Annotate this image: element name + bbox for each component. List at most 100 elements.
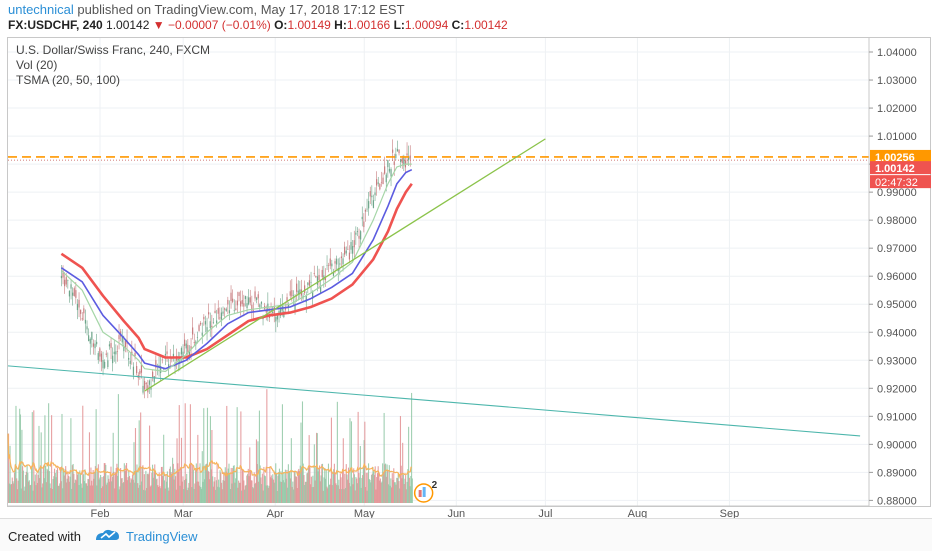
volume-bar xyxy=(260,477,262,503)
candle-body xyxy=(336,258,338,265)
volume-bar xyxy=(265,485,267,503)
candle-body xyxy=(347,249,349,250)
volume-bar xyxy=(310,476,312,503)
volume-bar xyxy=(411,392,413,503)
candle-body xyxy=(209,321,211,329)
candle-body xyxy=(99,348,101,357)
volume-bar xyxy=(175,489,177,503)
volume-bar xyxy=(181,481,183,503)
volume-bar xyxy=(407,469,409,503)
volume-bar xyxy=(344,473,346,503)
uptrend-line xyxy=(144,138,546,392)
volume-bar xyxy=(154,470,157,503)
volume-bar xyxy=(75,480,77,503)
volume-bar xyxy=(411,478,413,503)
price-axis[interactable]: 1.040001.030001.020001.010001.000000.990… xyxy=(868,38,917,507)
volume-bar xyxy=(122,483,124,503)
volume-bar xyxy=(318,467,320,503)
candle-body xyxy=(81,318,83,320)
volume-bar xyxy=(112,432,114,503)
candle-body xyxy=(372,200,375,208)
volume-bar xyxy=(29,485,31,503)
time-tick-label: Aug xyxy=(628,508,648,520)
volume-bar xyxy=(88,432,91,503)
volume-bar xyxy=(404,478,406,503)
candle-body xyxy=(206,327,208,334)
volume-bar xyxy=(140,412,142,503)
volume-bar xyxy=(331,485,333,503)
volume-bar xyxy=(317,471,319,503)
volume-bar xyxy=(151,472,153,503)
volume-bar xyxy=(291,486,293,503)
candle-body xyxy=(334,261,336,264)
volume-bar xyxy=(91,485,93,503)
candle-body xyxy=(148,380,151,385)
volume-bar xyxy=(278,472,280,503)
volume-bar xyxy=(226,405,228,503)
volume-bar xyxy=(202,481,204,503)
time-axis[interactable]: Feb Mar Apr May Jun Jul Aug Sep xyxy=(8,505,869,520)
volume-bar xyxy=(110,466,112,503)
tradingview-brand[interactable]: TradingView xyxy=(126,529,198,544)
candle-body xyxy=(360,231,362,240)
volume-bar xyxy=(293,471,295,503)
volume-bar xyxy=(201,451,203,503)
candle-body xyxy=(382,177,384,185)
time-tick-label: Mar xyxy=(174,508,193,520)
candle-body xyxy=(224,308,226,310)
volume-bar xyxy=(339,473,341,503)
volume-bar xyxy=(293,489,295,503)
volume-bar xyxy=(284,482,286,503)
author-link[interactable]: untechnical xyxy=(8,2,74,17)
volume-bar xyxy=(56,469,58,503)
candle-body xyxy=(257,294,259,299)
volume-bar xyxy=(39,478,41,503)
volume-bar xyxy=(410,475,412,503)
candle-body xyxy=(134,352,136,357)
volume-bar xyxy=(281,481,283,503)
volume-bar xyxy=(17,480,19,503)
candle-body xyxy=(108,344,111,347)
volume-bar xyxy=(385,476,387,503)
instrument-legend: U.S. Dollar/Swiss Franc, 240, FXCM xyxy=(16,43,211,57)
volume-bar xyxy=(41,487,43,503)
candle-body xyxy=(398,149,400,154)
volume-bar xyxy=(321,464,323,503)
volume-bar xyxy=(225,475,227,503)
volume-bar xyxy=(245,484,247,503)
volume-bar xyxy=(86,485,88,503)
candle-body xyxy=(291,290,293,297)
volume-bar xyxy=(71,488,73,503)
candle-body xyxy=(288,304,290,308)
candle-body xyxy=(84,319,87,324)
created-with-text: Created with xyxy=(8,529,81,544)
volume-bar xyxy=(206,463,208,503)
volume-bar xyxy=(47,470,49,503)
volume-bar xyxy=(342,469,344,503)
volume-bar xyxy=(31,467,33,503)
volume-bar xyxy=(403,484,405,503)
candle-body xyxy=(292,295,295,297)
volume-bar xyxy=(350,486,352,503)
volume-bar xyxy=(113,471,115,503)
volume-bar xyxy=(144,490,146,503)
volume-bar xyxy=(249,447,251,503)
volume-bar xyxy=(229,474,231,503)
volume-bar xyxy=(118,489,120,503)
volume-bar xyxy=(177,471,180,503)
candle-body xyxy=(256,297,258,300)
volume-bar xyxy=(319,481,321,503)
volume-bar xyxy=(336,485,338,503)
candle-body xyxy=(316,276,319,285)
ideas-bar-icon xyxy=(422,487,426,497)
volume-bar xyxy=(270,475,272,503)
candle-body xyxy=(123,346,125,352)
volume-bar xyxy=(166,481,168,503)
volume-bar xyxy=(174,468,176,503)
volume-bar xyxy=(163,480,165,503)
candle-body xyxy=(96,341,98,345)
volume-bar xyxy=(250,480,252,503)
volume-bar xyxy=(32,490,34,503)
candle-body xyxy=(390,169,392,177)
